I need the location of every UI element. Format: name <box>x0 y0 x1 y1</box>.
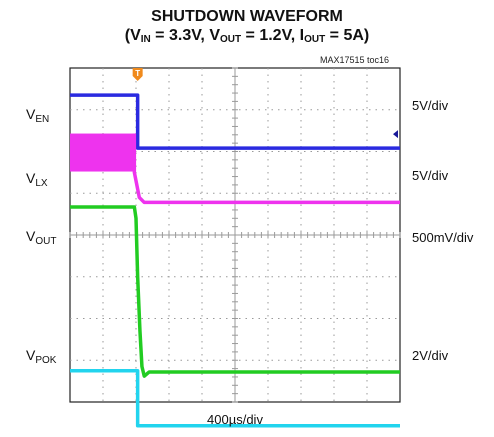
trigger-marker-label: T <box>135 69 140 78</box>
scale-vpok: 2V/div <box>412 348 449 363</box>
label-ven: VEN <box>26 106 50 125</box>
scale-ven: 5V/div <box>412 98 449 113</box>
cond-vin: VIN = 3.3V <box>130 27 201 45</box>
trace-ven <box>70 93 400 150</box>
figure-reference: MAX17515 toc16 <box>320 55 390 65</box>
label-vpok: VPOK <box>26 347 57 366</box>
channel-ref-marker <box>393 130 398 139</box>
cond-iout: IOUT = 5A <box>299 27 364 45</box>
cond-vout: VOUT = 1.2V <box>209 27 291 45</box>
scale-vlx: 5V/div <box>412 168 449 183</box>
trigger-marker <box>132 68 143 81</box>
trace-vlx <box>132 133 400 205</box>
trace-vout <box>70 205 400 378</box>
trace-vlx-switching <box>70 133 135 172</box>
label-vout: VOUT <box>26 228 57 247</box>
trace-vpok <box>70 368 400 428</box>
x-scale-label: 400µs/div <box>207 412 263 427</box>
chart-title: SHUTDOWN WAVEFORM <box>151 8 343 25</box>
label-vlx: VLX <box>26 170 48 189</box>
chart-conditions: (VIN = 3.3V, VOUT = 1.2V, IOUT = 5A) <box>124 27 370 45</box>
scale-vout: 500mV/div <box>412 230 474 245</box>
